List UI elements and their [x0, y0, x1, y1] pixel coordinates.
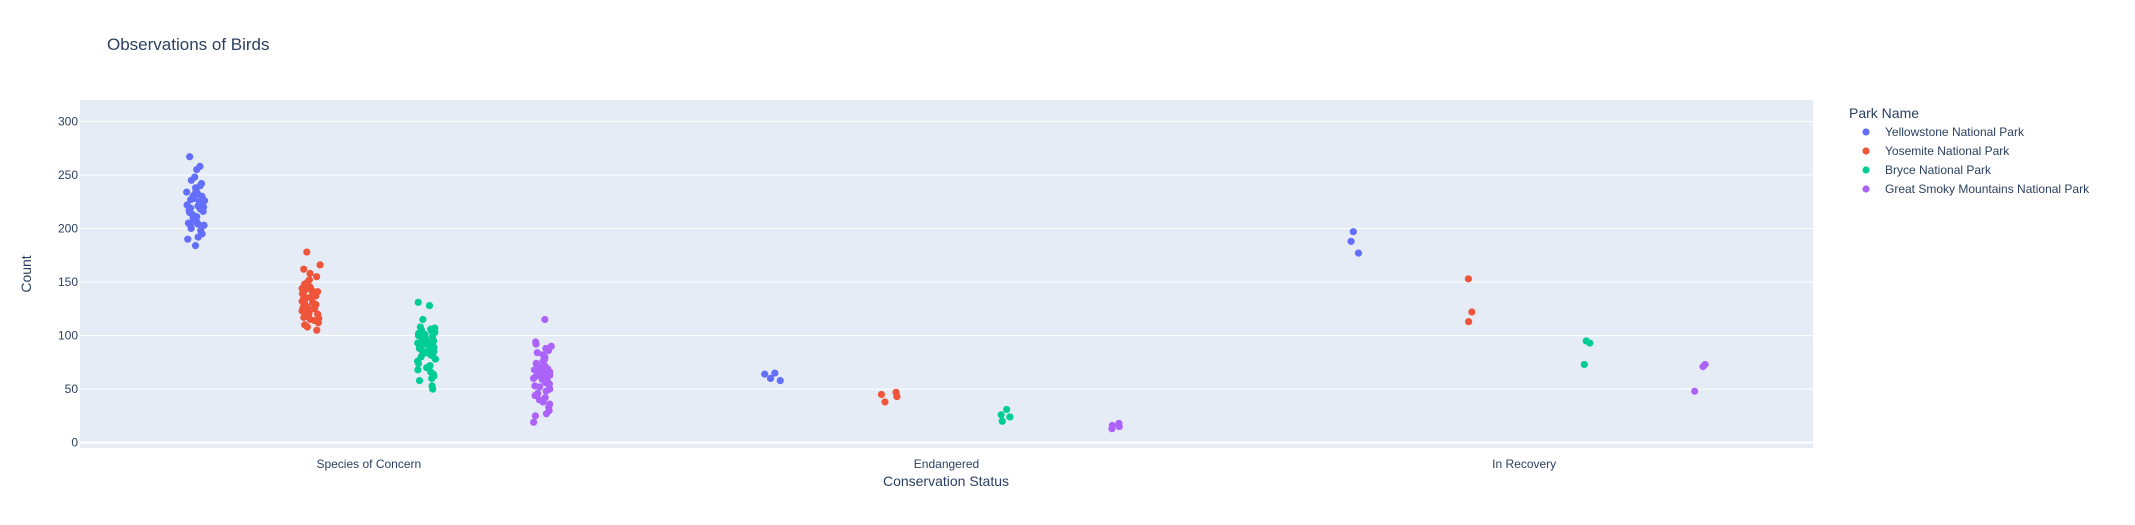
x-tick-label: Species of Concern	[316, 457, 421, 471]
legend-marker	[1862, 128, 1870, 136]
data-point	[194, 233, 202, 241]
data-point	[184, 235, 192, 243]
plot-area	[80, 100, 1813, 448]
legend-item[interactable]: Yellowstone National Park	[1862, 125, 2025, 139]
data-point	[191, 242, 200, 250]
data-point	[771, 369, 779, 377]
legend-label: Yellowstone National Park	[1885, 125, 2025, 139]
data-point	[532, 340, 540, 348]
legend-label: Yosemite National Park	[1885, 144, 2010, 158]
data-point	[1580, 360, 1588, 369]
y-tick-label: 100	[58, 329, 78, 343]
data-point	[312, 273, 321, 281]
y-axis-ticks: 0 50 100 150 200 250 300	[58, 114, 78, 449]
legend-item[interactable]: Bryce National Park	[1862, 163, 1992, 177]
data-point	[1468, 308, 1476, 316]
data-point	[186, 153, 194, 161]
data-point	[314, 319, 322, 327]
y-axis-title: Count	[18, 255, 34, 292]
data-point	[881, 398, 889, 406]
data-point	[1347, 237, 1355, 245]
data-point	[998, 417, 1006, 425]
data-point	[539, 398, 547, 406]
data-point	[425, 301, 434, 310]
legend-marker	[1862, 185, 1870, 193]
legend-marker	[1862, 166, 1870, 174]
data-point	[530, 418, 538, 426]
legend-title: Park Name	[1849, 105, 1919, 121]
data-point	[542, 387, 550, 395]
data-point	[428, 374, 436, 382]
data-point	[194, 220, 202, 228]
data-point	[1006, 413, 1014, 421]
data-point	[1465, 318, 1473, 326]
data-point	[1115, 422, 1123, 431]
data-point	[300, 313, 308, 321]
data-point	[761, 370, 769, 378]
y-tick-label: 50	[65, 382, 79, 396]
y-tick-label: 250	[58, 168, 78, 182]
data-point	[187, 224, 195, 233]
gridlines	[80, 120, 1813, 444]
legend-item[interactable]: Great Smoky Mountains National Park	[1862, 182, 2090, 196]
legend-label: Bryce National Park	[1885, 163, 1992, 177]
data-point	[766, 374, 775, 382]
data-point	[187, 195, 195, 204]
data-point	[533, 349, 541, 357]
data-point	[313, 326, 321, 334]
data-point	[414, 298, 422, 306]
data-point	[193, 166, 201, 174]
x-axis-title: Conservation Status	[883, 473, 1009, 489]
data-point	[1349, 228, 1357, 236]
data-point	[419, 315, 427, 324]
legend: Park Name Yellowstone National Park Yosem…	[1849, 105, 2090, 196]
data-point	[183, 188, 191, 196]
legend-label: Great Smoky Mountains National Park	[1885, 182, 2090, 196]
data-point	[303, 248, 311, 256]
data-point	[199, 207, 207, 215]
data-point	[431, 355, 439, 363]
data-point	[187, 176, 195, 184]
y-tick-label: 150	[58, 275, 78, 289]
chart-title: Observations of Birds	[107, 35, 270, 54]
data-point	[415, 376, 424, 385]
data-points	[183, 153, 1709, 433]
y-tick-label: 300	[58, 114, 78, 128]
data-point	[300, 265, 308, 273]
data-point	[776, 376, 784, 385]
data-point	[544, 346, 553, 355]
legend-item[interactable]: Yosemite National Park	[1862, 144, 2010, 158]
data-point	[1691, 387, 1699, 395]
data-point	[542, 410, 551, 418]
legend-marker	[1862, 147, 1870, 155]
y-tick-label: 0	[71, 436, 78, 450]
data-point	[316, 261, 324, 269]
data-point	[893, 393, 901, 401]
data-point	[1003, 405, 1011, 414]
x-tick-label: Endangered	[914, 457, 979, 471]
data-point	[541, 315, 549, 324]
data-point	[529, 374, 538, 382]
data-point	[414, 366, 422, 374]
data-point	[1354, 249, 1363, 257]
data-point	[531, 412, 539, 420]
y-tick-label: 200	[58, 221, 78, 235]
data-point	[877, 390, 886, 399]
data-point	[303, 323, 311, 331]
data-point	[1464, 275, 1472, 283]
data-point	[306, 269, 314, 278]
data-point	[200, 221, 208, 229]
data-point	[1108, 425, 1116, 433]
data-point	[1586, 339, 1594, 347]
x-tick-label: In Recovery	[1492, 457, 1556, 471]
data-point	[536, 383, 544, 391]
data-point	[546, 371, 554, 379]
data-point	[414, 359, 423, 368]
data-point	[1699, 363, 1707, 371]
x-axis-ticks: Species of Concern Endangered In Recovery	[316, 457, 1556, 471]
data-point	[997, 411, 1005, 419]
data-point	[429, 385, 437, 393]
